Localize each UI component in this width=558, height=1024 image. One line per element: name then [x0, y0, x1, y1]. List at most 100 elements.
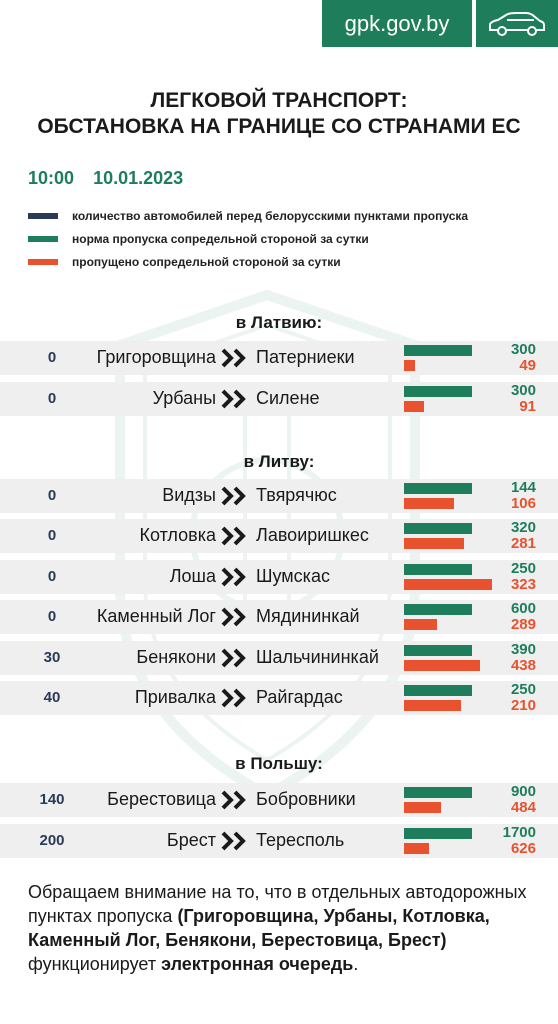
origin-checkpoint: Видзы	[162, 485, 216, 505]
section-title-lithuania: в Литву:	[243, 452, 315, 471]
passed-bar	[404, 802, 441, 813]
passed-bar	[404, 619, 437, 630]
norm-bar	[404, 685, 472, 696]
destination-checkpoint: Райгардас	[256, 687, 343, 707]
legend-item-queue: количество автомобилей перед белорусским…	[28, 204, 468, 227]
destination-checkpoint: Силене	[256, 388, 320, 408]
double-chevron-icon	[221, 607, 246, 627]
title-line-2: ОБСТАНОВКА НА ГРАНИЦЕ СО СТРАНАМИ ЕС	[37, 115, 521, 138]
origin-checkpoint: Бенякони	[136, 647, 216, 667]
destination-checkpoint: Бобровники	[256, 789, 356, 809]
page-title: ЛЕГКОВОЙ ТРАНСПОРТ: ОБСТАНОВКА НА ГРАНИЦ…	[0, 88, 558, 140]
norm-bar	[404, 787, 472, 798]
destination-checkpoint: Лавоиришкес	[256, 525, 369, 545]
legend-swatch-passed	[28, 258, 58, 265]
queue-count: 30	[43, 649, 61, 666]
double-chevron-icon	[221, 389, 246, 409]
section-title-latvia: в Латвию:	[235, 313, 323, 332]
origin-checkpoint: Котловка	[139, 525, 216, 545]
legend: количество автомобилей перед белорусским…	[28, 204, 468, 273]
destination-checkpoint: Шальчининкай	[256, 647, 379, 667]
queue-count: 0	[47, 487, 57, 504]
norm-bar	[404, 645, 472, 656]
electronic-queue-note: Обращаем внимание на то, что в отдельных…	[28, 880, 538, 976]
passed-value: 49	[519, 357, 536, 374]
passed-value: 484	[510, 799, 536, 816]
double-chevron-icon	[221, 526, 246, 546]
norm-bar	[404, 828, 472, 839]
double-chevron-icon	[221, 567, 246, 587]
destination-checkpoint: Мядининкай	[256, 606, 360, 626]
norm-value: 250	[510, 560, 536, 577]
origin-checkpoint: Урбаны	[152, 388, 216, 408]
passed-bar	[404, 700, 461, 711]
norm-bar	[404, 523, 472, 534]
crossing-row: 0 Лоша Шумскас 250 323	[0, 560, 558, 594]
datetime: 10:00 10.01.2023	[28, 168, 197, 189]
destination-checkpoint: Тересполь	[256, 830, 345, 850]
note-checkpoint-list: (Григоровщина, Урбаны, Котловка, Каменны…	[28, 906, 490, 950]
passed-value: 210	[510, 697, 536, 714]
passed-value: 626	[510, 840, 536, 857]
norm-value: 144	[510, 479, 536, 496]
crossing-row: 140 Берестовица Бобровники 900 484	[0, 783, 558, 817]
passed-value: 438	[510, 657, 536, 674]
passed-bar	[404, 660, 480, 671]
destination-checkpoint: Шумскас	[256, 566, 330, 586]
legend-label-passed: пропущено сопредельной стороной за сутки	[72, 254, 341, 269]
norm-value: 390	[510, 641, 536, 658]
crossing-row: 0 Урбаны Силене 300 91	[0, 382, 558, 416]
passed-bar	[404, 843, 429, 854]
note-text-functions: функционирует	[28, 954, 157, 974]
time-label: 10:00	[28, 168, 75, 188]
passed-bar	[404, 401, 424, 412]
crossing-row: 40 Привалка Райгардас 250 210	[0, 681, 558, 715]
section-title-poland: в Польшу:	[235, 754, 323, 773]
legend-item-norm: норма пропуска сопредельной стороной за …	[28, 227, 468, 250]
double-chevron-icon	[221, 486, 246, 506]
legend-swatch-queue	[28, 212, 58, 219]
legend-label-queue: количество автомобилей перед белорусским…	[72, 208, 469, 223]
passed-bar	[404, 579, 492, 590]
queue-count: 0	[47, 349, 57, 366]
title-line-1: ЛЕГКОВОЙ ТРАНСПОРТ:	[150, 89, 408, 112]
queue-count: 0	[47, 568, 57, 585]
note-text-intro: Обращаем внимание на то, что в отдельных…	[28, 882, 527, 926]
origin-checkpoint: Берестовица	[107, 789, 216, 809]
queue-count: 200	[39, 832, 65, 849]
norm-bar	[404, 345, 472, 356]
destination-checkpoint: Твярячюс	[256, 485, 337, 505]
origin-checkpoint: Лоша	[169, 566, 216, 586]
origin-checkpoint: Привалка	[134, 687, 216, 707]
norm-value: 600	[510, 600, 536, 617]
passed-value: 323	[510, 576, 536, 593]
norm-value: 900	[510, 783, 536, 800]
crossing-row: 0 Григоровщина Патерниеки 300 49	[0, 341, 558, 375]
queue-count: 0	[47, 527, 57, 544]
norm-bar	[404, 386, 472, 397]
car-tab	[476, 0, 558, 47]
queue-count: 40	[43, 689, 61, 706]
passed-value: 289	[510, 616, 536, 633]
passed-value: 91	[519, 398, 536, 415]
crossing-row: 0 Котловка Лавоиришкес 320 281	[0, 519, 558, 553]
crossing-row: 30 Бенякони Шальчининкай 390 438	[0, 641, 558, 675]
passed-bar	[404, 498, 454, 509]
double-chevron-icon	[221, 348, 246, 368]
queue-count: 0	[47, 608, 57, 625]
destination-checkpoint: Патерниеки	[256, 347, 355, 367]
site-url: gpk.gov.by	[344, 10, 450, 36]
double-chevron-icon	[221, 831, 246, 851]
double-chevron-icon	[221, 688, 246, 708]
passed-bar	[404, 538, 464, 549]
norm-bar	[404, 483, 472, 494]
passed-value: 281	[510, 535, 536, 552]
origin-checkpoint: Каменный Лог	[96, 606, 216, 626]
crossing-row: 0 Каменный Лог Мядининкай 600 289	[0, 600, 558, 634]
note-electronic-queue: электронная очередь	[161, 954, 354, 974]
origin-checkpoint: Брест	[166, 830, 216, 850]
queue-count: 140	[39, 791, 65, 808]
legend-item-passed: пропущено сопредельной стороной за сутки	[28, 250, 468, 273]
site-link[interactable]: gpk.gov.by	[322, 0, 472, 47]
norm-value: 250	[510, 681, 536, 698]
